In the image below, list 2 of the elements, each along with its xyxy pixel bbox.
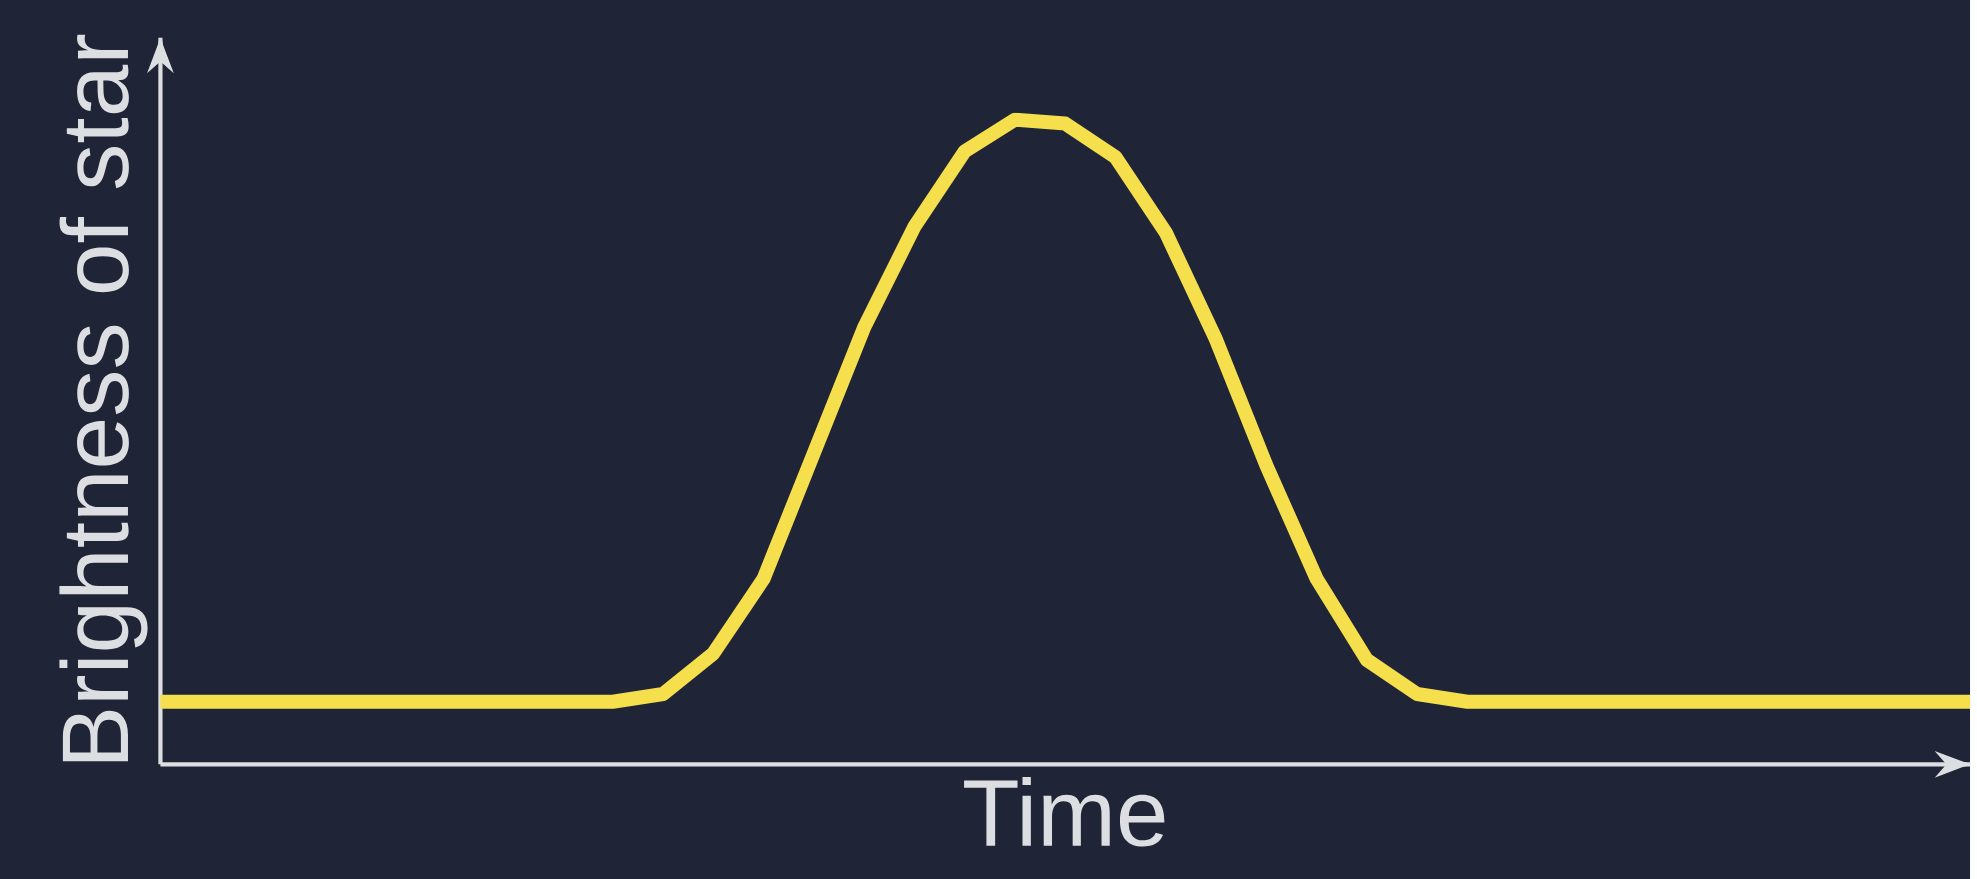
- x-axis-title: Time: [964, 777, 1165, 847]
- y-axis-title: Brightness of star: [59, 34, 148, 762]
